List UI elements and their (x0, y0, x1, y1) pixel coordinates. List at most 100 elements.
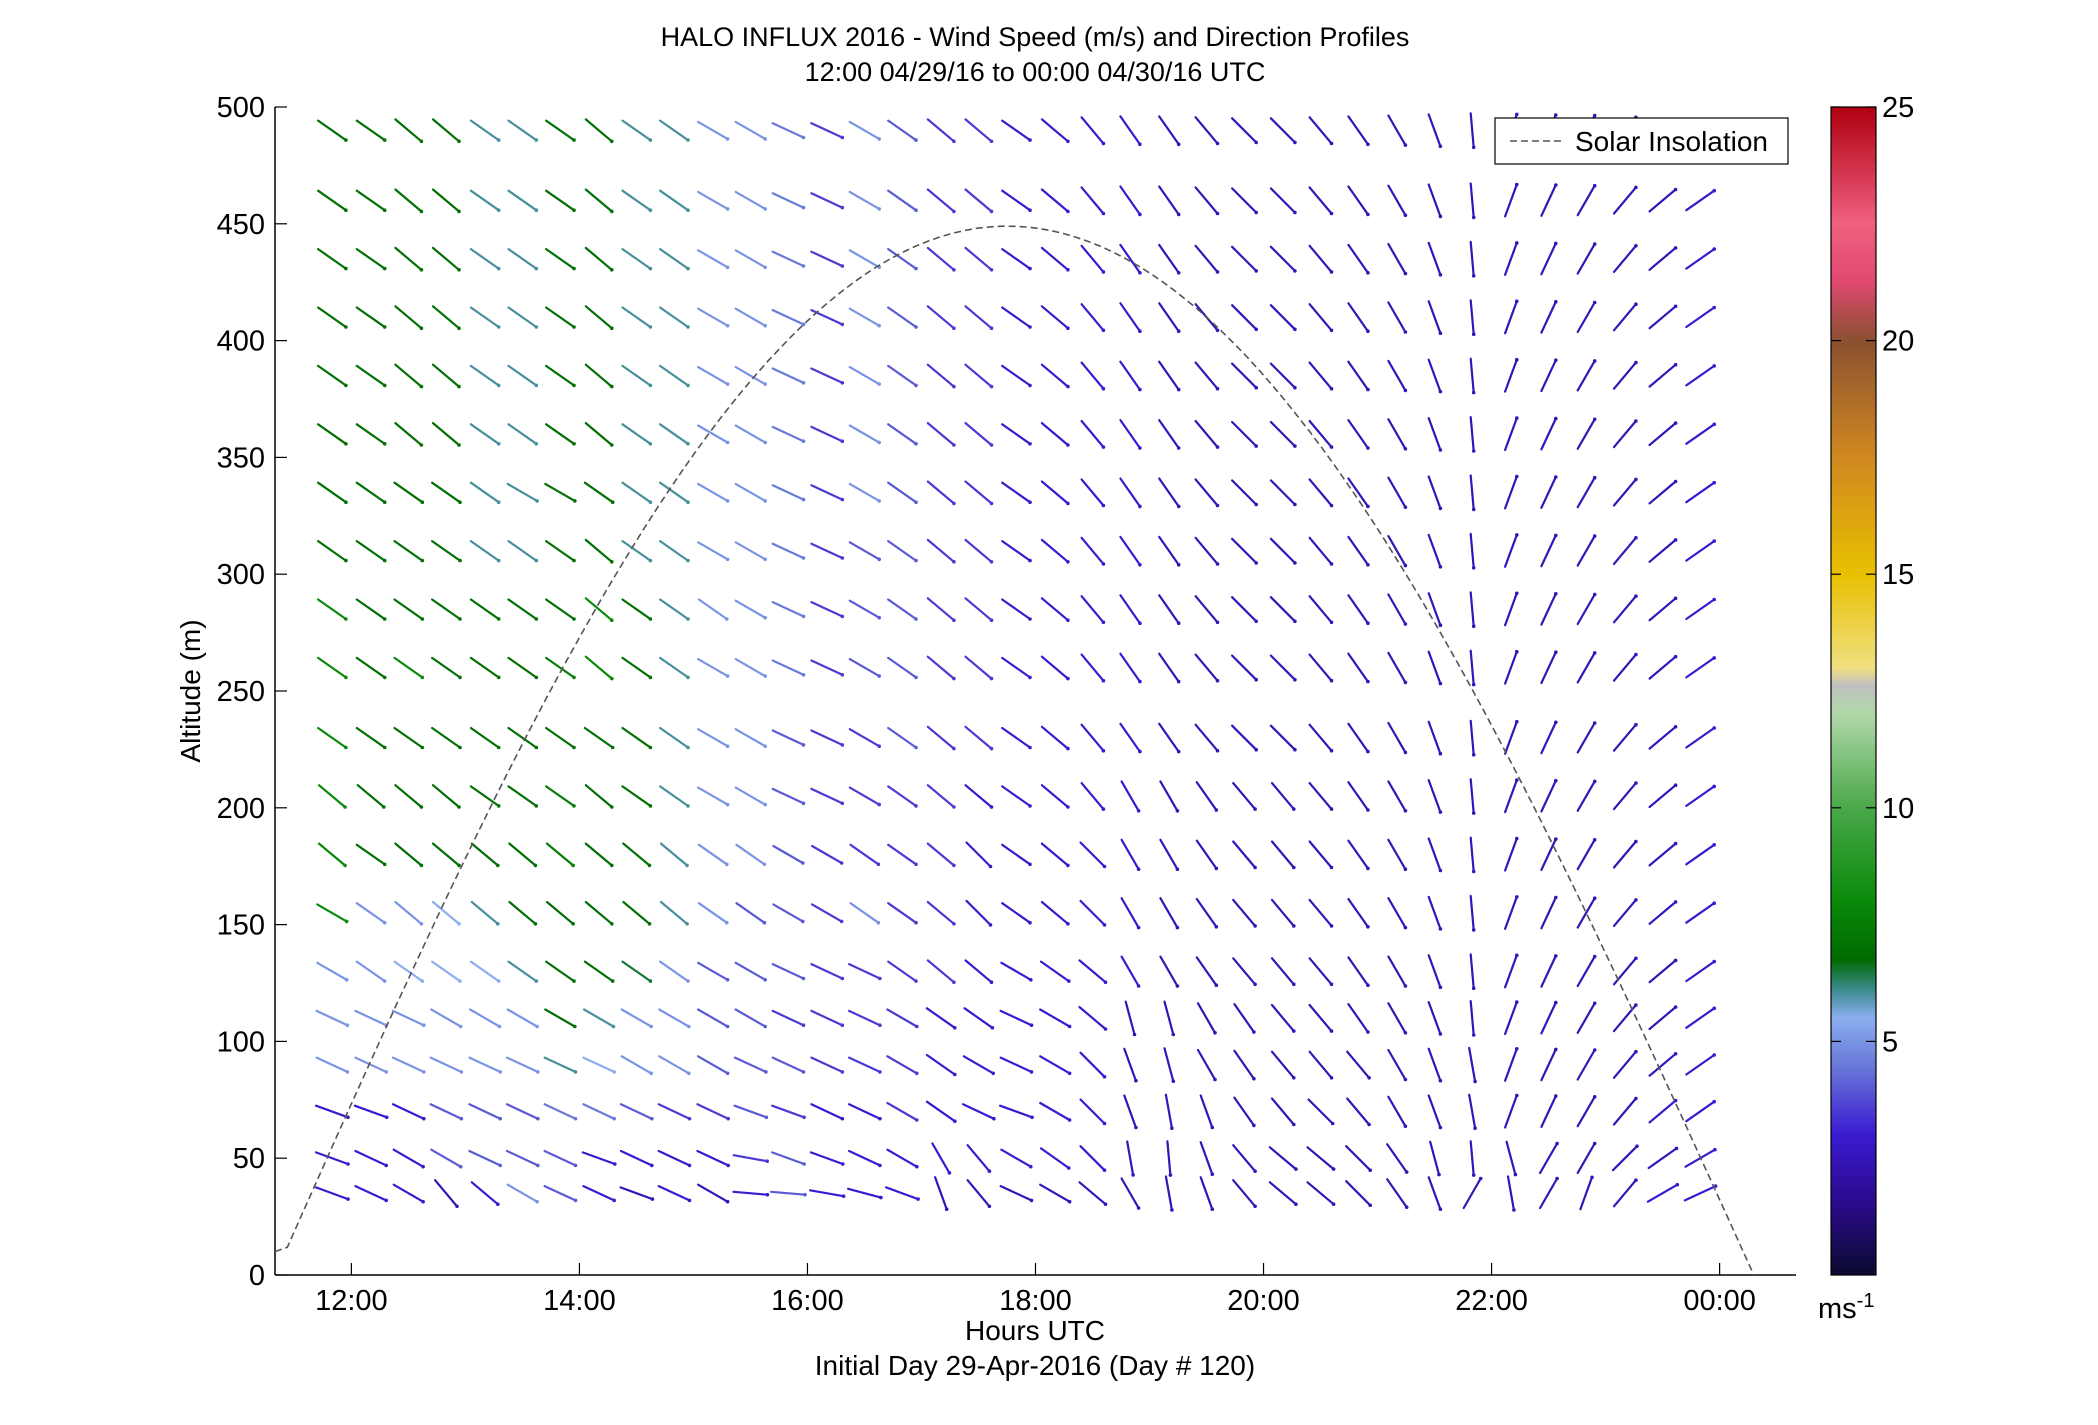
wind-vector (1269, 245, 1297, 272)
wind-vector (1469, 299, 1475, 336)
wind-vector-head (420, 979, 425, 983)
wind-vector (1194, 536, 1219, 566)
wind-vector-head (650, 1116, 654, 1121)
wind-vector (1612, 723, 1638, 752)
wind-vector-head (877, 802, 881, 807)
wind-vector (1001, 902, 1032, 924)
wind-vector-head (989, 139, 994, 144)
wind-vector (544, 598, 576, 621)
wind-vector-head (988, 923, 993, 927)
wind-vector-head (420, 558, 425, 563)
wind-vector (1427, 183, 1442, 218)
wind-vector (848, 541, 881, 561)
wind-vector (355, 656, 386, 679)
wind-vector (1612, 536, 1638, 566)
wind-vector (1308, 653, 1333, 682)
wind-vector (1685, 539, 1716, 562)
wind-vector-head (1366, 983, 1370, 987)
wind-vector (1387, 897, 1407, 929)
wind-vector-head (496, 1202, 500, 1206)
wind-vector-head (1028, 558, 1032, 563)
wind-vector-head (344, 500, 348, 505)
wind-vector (1576, 476, 1596, 509)
wind-vector-head (1254, 561, 1258, 565)
wind-vector (507, 306, 538, 329)
wind-vector (1347, 594, 1370, 625)
wind-vector-head (1170, 1208, 1174, 1212)
wind-vector-head (765, 1192, 770, 1197)
wind-vector-head (457, 139, 461, 144)
wind-vector (848, 424, 881, 444)
wind-vector-head (1214, 983, 1219, 987)
wind-vector-head (914, 675, 918, 680)
wind-vector-head (1713, 1147, 1717, 1152)
x-tick-label: 14:00 (543, 1285, 616, 1317)
wind-vector (887, 189, 918, 212)
wind-vector (1540, 183, 1557, 217)
colorbar-unit-exponent: -1 (1857, 1290, 1875, 1312)
wind-vector (1123, 1047, 1138, 1082)
wind-vector (658, 539, 690, 562)
wind-vector (431, 305, 461, 330)
wind-vector (1269, 117, 1297, 144)
wind-vector-head (534, 979, 539, 983)
wind-vector (622, 900, 651, 925)
wind-vector (1079, 1051, 1106, 1078)
wind-vector (925, 1100, 956, 1123)
wind-vector-head (455, 1204, 459, 1209)
wind-vector (1612, 1050, 1638, 1079)
wind-vector-head (1403, 809, 1408, 813)
wind-vector-head (1138, 271, 1142, 275)
wind-vector (1685, 1100, 1716, 1123)
wind-vector-head (496, 500, 501, 505)
wind-vector-head (1554, 1094, 1558, 1098)
wind-vector (544, 482, 576, 502)
wind-vector-head (686, 558, 690, 563)
wind-vector (1196, 1002, 1217, 1034)
wind-vector-head (1171, 1079, 1176, 1083)
wind-vector (964, 597, 993, 622)
wind-vector-head (497, 1024, 502, 1029)
wind-vector (1230, 304, 1258, 331)
wind-vector (1387, 838, 1407, 871)
wind-vector-head (1712, 1099, 1716, 1104)
wind-vector-head (534, 617, 539, 621)
wind-vector-head (1554, 300, 1558, 304)
wind-vector-head (382, 208, 387, 212)
wind-vector (1576, 243, 1596, 275)
wind-vector-head (1254, 677, 1258, 682)
wind-vector (1506, 1175, 1516, 1212)
wind-vector-head (1366, 563, 1370, 567)
wind-vector (1685, 726, 1716, 749)
wind-vector-head (952, 326, 956, 331)
wind-vector-head (1554, 1047, 1558, 1052)
wind-vector (733, 1056, 768, 1074)
colorbar-gradient (1830, 106, 1877, 1276)
wind-vector-head (1253, 982, 1257, 987)
wind-vector (1120, 897, 1140, 929)
wind-vector (1503, 1094, 1518, 1129)
wind-vector-head (1673, 958, 1678, 963)
wind-vector-head (1592, 417, 1597, 422)
wind-vector (1232, 1179, 1257, 1208)
wind-vector (770, 1151, 806, 1166)
wind-vector-head (952, 268, 956, 272)
wind-vector (1540, 1001, 1557, 1035)
wind-vector (887, 785, 918, 808)
wind-vector (1387, 721, 1407, 754)
wind-vector-head (1592, 954, 1597, 959)
wind-vector-head (840, 205, 845, 210)
wind-vector (544, 656, 576, 679)
x-ticks: 12:00 14:00 16:00 18:00 20:00 22:00 00:00 (315, 1263, 1756, 1317)
wind-vector-head (1028, 383, 1032, 388)
wind-vector (1468, 1046, 1477, 1083)
wind-vector (1612, 957, 1638, 986)
wind-vector (772, 903, 804, 923)
wind-vector-head (1214, 866, 1219, 871)
wind-vector-head (1712, 597, 1716, 602)
wind-vector (1612, 1179, 1638, 1208)
wind-vector (1158, 360, 1180, 391)
wind-vector-head (535, 1199, 539, 1204)
wind-vector-head (1438, 810, 1443, 814)
